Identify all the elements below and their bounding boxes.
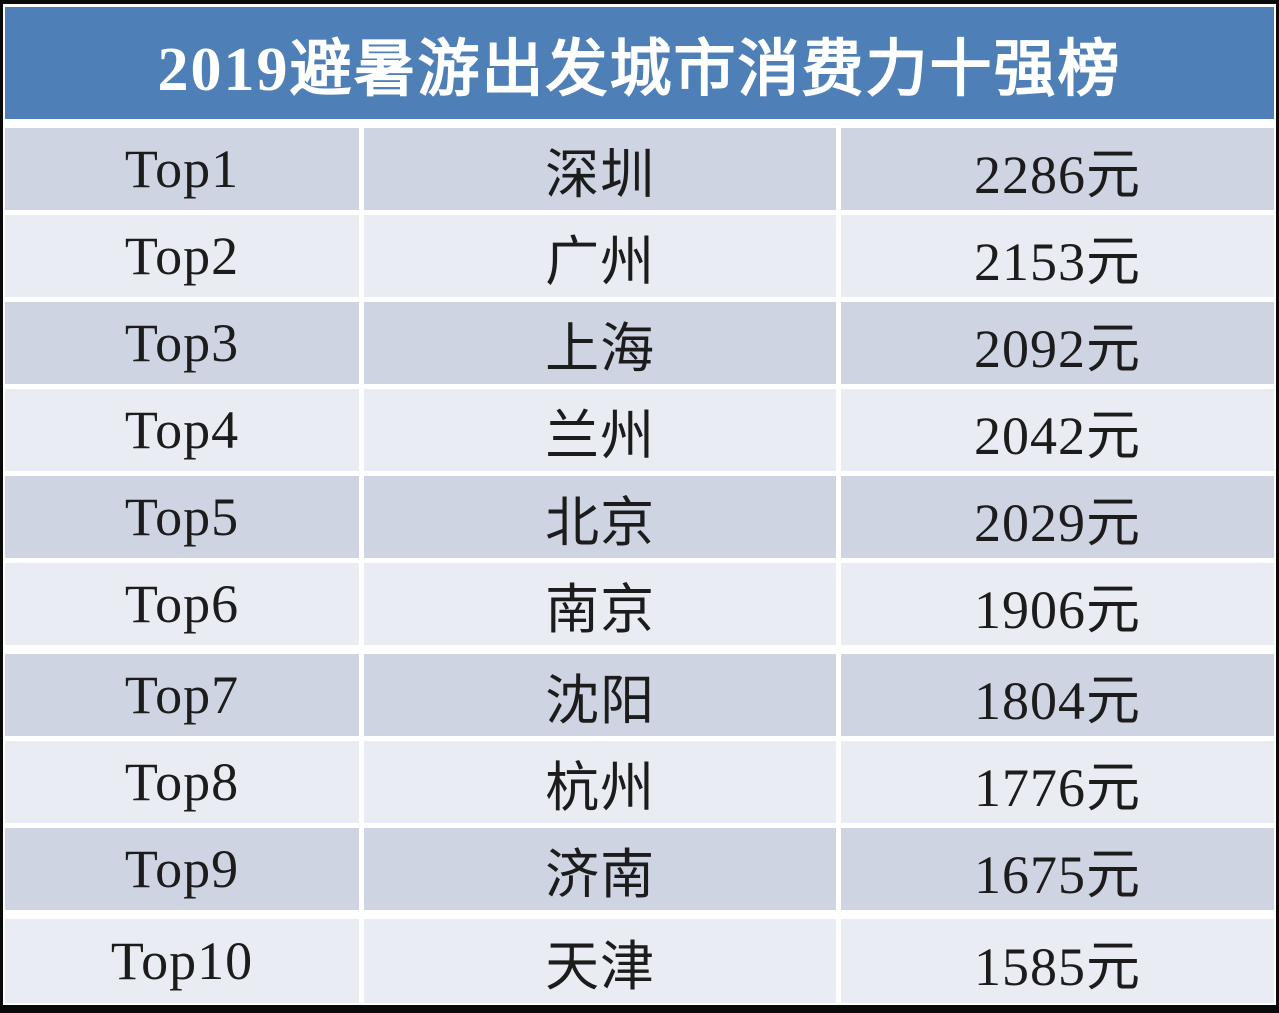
table-row: Top4 兰州 2042元 bbox=[5, 389, 1274, 471]
city-cell: 济南 bbox=[364, 828, 837, 910]
table-title-bar: 2019避暑游出发城市消费力十强榜 bbox=[5, 7, 1274, 119]
city-cell: 南京 bbox=[364, 563, 837, 645]
rank-cell: Top8 bbox=[5, 741, 360, 823]
page-title: 2019避暑游出发城市消费力十强榜 bbox=[157, 36, 1122, 104]
amount-cell: 2092元 bbox=[841, 302, 1274, 384]
amount-cell: 2042元 bbox=[841, 389, 1274, 471]
city-cell: 杭州 bbox=[364, 741, 837, 823]
rank-cell: Top10 bbox=[5, 919, 360, 1003]
city-cell: 天津 bbox=[364, 919, 837, 1003]
city-cell: 深圳 bbox=[364, 128, 837, 210]
table-row: Top9 济南 1675元 bbox=[5, 828, 1274, 910]
city-cell: 兰州 bbox=[364, 389, 837, 471]
amount-cell: 2286元 bbox=[841, 128, 1274, 210]
table-row: Top1 深圳 2286元 bbox=[5, 128, 1274, 210]
amount-cell: 2153元 bbox=[841, 215, 1274, 297]
rank-cell: Top2 bbox=[5, 215, 360, 297]
amount-cell: 2029元 bbox=[841, 476, 1274, 558]
table-row: Top6 南京 1906元 bbox=[5, 563, 1274, 645]
rank-cell: Top3 bbox=[5, 302, 360, 384]
amount-cell: 1906元 bbox=[841, 563, 1274, 645]
table-row: Top7 沈阳 1804元 bbox=[5, 654, 1274, 736]
city-cell: 沈阳 bbox=[364, 654, 837, 736]
table-canvas: 2019避暑游出发城市消费力十强榜 Top1 深圳 2286元 Top2 广州 … bbox=[3, 4, 1276, 1005]
rank-cell: Top5 bbox=[5, 476, 360, 558]
rank-cell: Top9 bbox=[5, 828, 360, 910]
rank-cell: Top7 bbox=[5, 654, 360, 736]
rank-cell: Top1 bbox=[5, 128, 360, 210]
rank-cell: Top4 bbox=[5, 389, 360, 471]
amount-cell: 1675元 bbox=[841, 828, 1274, 910]
rank-cell: Top6 bbox=[5, 563, 360, 645]
amount-cell: 1776元 bbox=[841, 741, 1274, 823]
city-cell: 上海 bbox=[364, 302, 837, 384]
table-row: Top3 上海 2092元 bbox=[5, 302, 1274, 384]
table-row: Top8 杭州 1776元 bbox=[5, 741, 1274, 823]
city-cell: 北京 bbox=[364, 476, 837, 558]
table-row: Top2 广州 2153元 bbox=[5, 215, 1274, 297]
table-row: Top10 天津 1585元 bbox=[5, 919, 1274, 1003]
amount-cell: 1585元 bbox=[841, 919, 1274, 1003]
amount-cell: 1804元 bbox=[841, 654, 1274, 736]
ranking-table: Top1 深圳 2286元 Top2 广州 2153元 Top3 上海 2092… bbox=[5, 128, 1274, 1003]
table-row: Top5 北京 2029元 bbox=[5, 476, 1274, 558]
city-cell: 广州 bbox=[364, 215, 837, 297]
